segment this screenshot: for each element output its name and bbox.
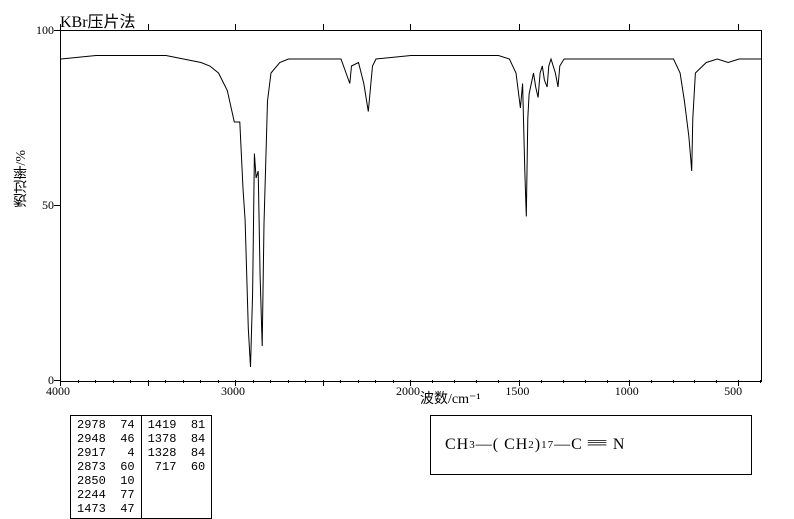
formula-text: CH (445, 436, 469, 454)
x-tick-mark (358, 380, 359, 383)
x-tick-mark (760, 380, 761, 383)
table-row: 2850 10 (77, 474, 135, 488)
x-tick-mark (235, 380, 236, 386)
x-tick-mark (218, 380, 219, 383)
x-tick-mark (519, 380, 520, 386)
x-tick-mark (498, 380, 499, 383)
plot-area (60, 30, 762, 382)
table-row (148, 502, 206, 516)
peak-table-col1: 2978 742948 462917 42873 602850 102244 7… (71, 416, 142, 518)
x-tick-mark (410, 380, 411, 386)
x-tick-mark (270, 380, 271, 383)
y-tick-label: 100 (36, 23, 54, 38)
x-tick-mark (130, 380, 131, 383)
x-tick-mark (629, 24, 630, 30)
x-tick-mark (585, 380, 586, 383)
table-row: 2978 74 (77, 418, 135, 432)
x-tick-mark (305, 380, 306, 383)
table-row: 2873 60 (77, 460, 135, 474)
x-tick-mark (148, 24, 149, 30)
x-tick-mark (651, 380, 652, 383)
x-axis-label: 波数/cm⁻¹ (420, 388, 481, 408)
x-tick-mark (432, 380, 433, 383)
x-tick-mark (410, 24, 411, 30)
x-tick-mark (541, 380, 542, 383)
x-tick-label: 4000 (46, 384, 70, 399)
x-tick-mark (716, 380, 717, 383)
x-tick-mark (694, 380, 695, 383)
x-tick-mark (60, 380, 61, 386)
figure-root: KBr压片法 透过率/% 050100 40003000200015001000… (0, 0, 794, 510)
table-row: 1473 47 (77, 502, 135, 516)
x-tick-mark (393, 380, 394, 383)
x-tick-mark (95, 380, 96, 383)
formula-text: N (613, 436, 626, 454)
x-tick-label: 2000 (396, 384, 420, 399)
x-tick-label: 500 (724, 384, 742, 399)
formula-sub: 17 (541, 439, 554, 451)
y-tick-mark (54, 205, 60, 206)
formula-bond: — (554, 436, 571, 454)
table-row: 2948 46 (77, 432, 135, 446)
method-label: KBr压片法 (60, 8, 136, 32)
formula-box: CH3 — ( CH2 )17 — C ≡ N (430, 415, 752, 475)
x-tick-mark (148, 380, 149, 386)
peak-table: 2978 742948 462917 42873 602850 102244 7… (70, 415, 212, 519)
x-tick-mark (454, 380, 455, 383)
chemical-formula: CH3 — ( CH2 )17 — C ≡ N (431, 416, 751, 474)
x-tick-mark (183, 380, 184, 383)
x-tick-mark (519, 24, 520, 30)
table-row: 1378 84 (148, 432, 206, 446)
x-tick-mark (738, 380, 739, 386)
x-tick-label: 1000 (615, 384, 639, 399)
x-tick-mark (235, 24, 236, 30)
x-tick-mark (673, 380, 674, 383)
x-tick-label: 3000 (221, 384, 245, 399)
x-tick-mark (200, 380, 201, 383)
x-tick-mark (375, 380, 376, 383)
x-tick-mark (563, 380, 564, 383)
y-tick-label: 50 (42, 198, 54, 213)
peak-table-col2: 1419 811378 841328 84 717 60 (142, 416, 212, 518)
table-row: 1328 84 (148, 446, 206, 460)
formula-text: ( CH (493, 436, 529, 454)
x-tick-mark (253, 380, 254, 383)
x-tick-mark (60, 24, 61, 30)
x-tick-mark (323, 380, 324, 386)
x-tick-mark (165, 380, 166, 383)
y-axis-label: 透过率/% (12, 150, 32, 208)
x-tick-label: 1500 (505, 384, 529, 399)
table-row: 717 60 (148, 460, 206, 474)
formula-bond: — (476, 436, 493, 454)
table-row: 2917 4 (77, 446, 135, 460)
table-row: 1419 81 (148, 418, 206, 432)
x-tick-mark (340, 380, 341, 383)
x-tick-mark (113, 380, 114, 383)
table-row (148, 474, 206, 488)
table-row (148, 488, 206, 502)
x-tick-mark (738, 24, 739, 30)
y-tick-mark (54, 30, 60, 31)
x-tick-mark (629, 380, 630, 386)
formula-text: C (571, 436, 583, 454)
x-tick-mark (78, 380, 79, 383)
formula-triple-bond: ≡ (585, 435, 610, 453)
spectrum-line (61, 31, 761, 381)
x-tick-mark (476, 380, 477, 383)
x-tick-mark (323, 24, 324, 30)
x-tick-mark (607, 380, 608, 383)
x-tick-mark (288, 380, 289, 383)
table-row: 2244 77 (77, 488, 135, 502)
